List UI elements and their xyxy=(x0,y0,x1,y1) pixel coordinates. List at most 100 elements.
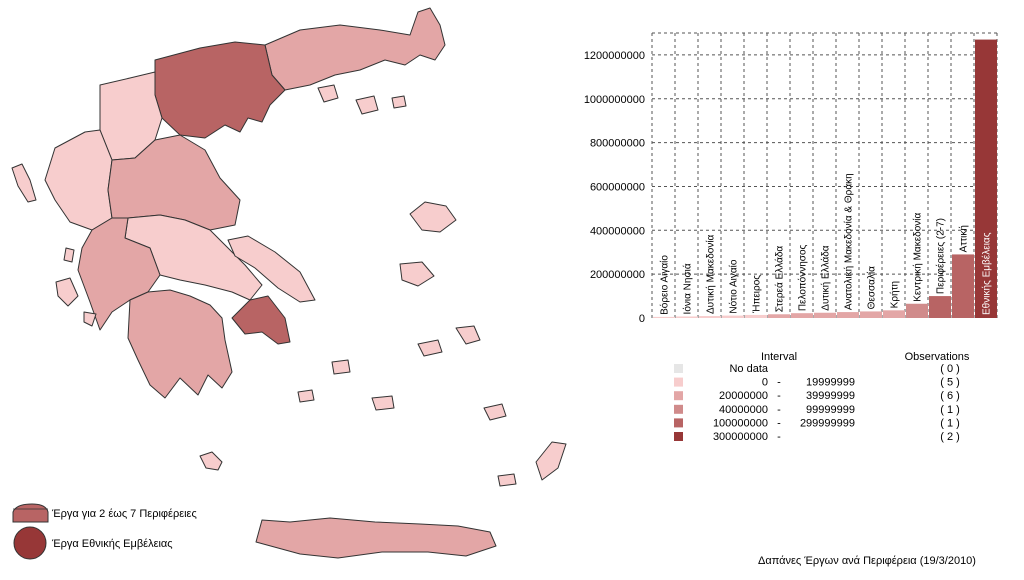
bar xyxy=(653,316,675,318)
legend-observations: ( 5 ) xyxy=(940,377,960,389)
legend-interval-to: 99999999 xyxy=(806,404,855,416)
map-region-notio-aigaio[interactable] xyxy=(331,359,351,375)
map-region-ipeiros[interactable] xyxy=(44,129,113,231)
x-tick-label: Κεντρική Μακεδονία xyxy=(912,213,924,302)
y-tick-label: 800000000 xyxy=(590,138,645,150)
bar xyxy=(837,312,859,318)
map-region-ionia-nisia[interactable] xyxy=(63,247,75,263)
y-tick-labels: 0 200000000 400000000 600000000 800000000 100… xyxy=(584,50,645,325)
legend-interval-sep: - xyxy=(777,417,781,429)
bar xyxy=(929,296,951,318)
y-tick-label: 600000000 xyxy=(590,181,645,193)
legend-interval-from: No data xyxy=(729,363,768,375)
bar xyxy=(814,312,836,318)
x-tick-label: Βόρειο Αιγαίο xyxy=(659,255,671,315)
legend-interval-to: 19999999 xyxy=(806,377,855,389)
y-tick-label: 1000000000 xyxy=(584,94,645,106)
legend-rows: No data( 0 )0-19999999( 5 )20000000-3999… xyxy=(674,363,960,443)
legend-interval-from: 0 xyxy=(762,377,768,389)
legend-interval-sep: - xyxy=(777,377,781,389)
legend-observations: ( 6 ) xyxy=(940,390,960,402)
legend-swatch xyxy=(674,432,683,441)
legend-observations: ( 1 ) xyxy=(940,417,960,429)
legend-header-observations: Observations xyxy=(905,351,970,363)
map-region-ionia-nisia[interactable] xyxy=(55,277,79,307)
map-region-voreio-aigaio[interactable] xyxy=(399,261,435,287)
x-tick-label: Δυτική Μακεδονία xyxy=(705,234,717,314)
map-region-voreio-aigaio[interactable] xyxy=(355,95,379,115)
bar xyxy=(768,314,790,318)
legend-observations: ( 1 ) xyxy=(940,404,960,416)
x-tick-label: Στερεά Ελλάδα xyxy=(774,246,786,313)
x-tick-label: Δυτική Ελλάδα xyxy=(820,245,832,311)
legend-swatch xyxy=(674,364,683,373)
map-region-anatoliki-makedonia-thraki[interactable] xyxy=(264,7,446,91)
bar xyxy=(952,254,974,318)
map-region-notio-aigaio[interactable] xyxy=(371,395,395,411)
legend-interval-from: 100000000 xyxy=(713,417,768,429)
map-region-peloponnisos[interactable] xyxy=(127,289,233,399)
legend-interval-to: 39999999 xyxy=(806,390,855,402)
legend-symbol-national xyxy=(13,526,47,560)
bar xyxy=(791,313,813,318)
bar xyxy=(883,310,905,318)
map-legend: Έργα για 2 έως 7 Περιφέρειες Έργα Εθνική… xyxy=(12,503,197,560)
map-region-voreio-aigaio[interactable] xyxy=(409,201,457,233)
map-region-voreio-aigaio[interactable] xyxy=(317,84,339,103)
bar xyxy=(722,315,744,318)
bar xyxy=(906,303,928,318)
x-tick-label: Ανατολική Μακεδονία & Θράκη xyxy=(843,173,855,310)
bar xyxy=(745,314,767,318)
bar xyxy=(860,311,882,318)
greece-map xyxy=(11,7,567,559)
map-region-kriti[interactable] xyxy=(255,517,497,559)
x-tick-label: Εθνικής Εμβέλειας xyxy=(981,232,993,315)
map-region-kentriki-makedonia[interactable] xyxy=(154,41,286,139)
legend-swatch xyxy=(674,404,683,414)
legend-swatch xyxy=(674,418,683,428)
bars xyxy=(653,39,997,318)
legend-interval-sep: - xyxy=(777,431,781,443)
legend-interval-sep: - xyxy=(777,404,781,416)
map-region-ionia-nisia[interactable] xyxy=(199,451,223,471)
y-tick-label: 200000000 xyxy=(590,269,645,281)
map-region-ionia-nisia[interactable] xyxy=(83,311,97,327)
x-tick-label: Αττική xyxy=(958,225,970,252)
legend-interval-to: 299999999 xyxy=(800,417,855,429)
legend-interval-from: 20000000 xyxy=(719,390,768,402)
x-tick-label: Ιόνια Νησιά xyxy=(682,263,694,314)
map-region-notio-aigaio[interactable] xyxy=(417,339,443,357)
map-region-attiki[interactable] xyxy=(231,295,291,345)
bar xyxy=(676,316,698,318)
legend-symbol-regions-2-7 xyxy=(12,503,49,523)
x-tick-label: Θεσσαλία xyxy=(866,266,878,310)
map-region-voreio-aigaio[interactable] xyxy=(391,95,407,109)
legend-interval-sep: - xyxy=(777,390,781,402)
x-tick-label: Ήπειρος xyxy=(752,275,763,314)
legend-label-regions-2-7: Έργα για 2 έως 7 Περιφέρειες xyxy=(51,508,197,520)
y-tick-label: 400000000 xyxy=(590,225,645,237)
map-region-voreio-aigaio[interactable] xyxy=(455,325,481,345)
map-region-ionia-nisia[interactable] xyxy=(11,163,37,203)
x-tick-label: Νότιο Αιγαίο xyxy=(728,259,740,313)
y-tick-label: 0 xyxy=(639,313,645,325)
x-tick-label: Περιφέρειες (2-7) xyxy=(935,218,947,294)
map-region-notio-aigaio[interactable] xyxy=(483,403,507,421)
x-tick-label: Κρήτη xyxy=(889,281,901,308)
map-region-notio-aigaio[interactable] xyxy=(497,473,517,487)
x-tick-label: Πελοπόννησος xyxy=(797,244,809,311)
map-region-evia[interactable] xyxy=(227,235,316,303)
legend-observations: ( 0 ) xyxy=(940,363,960,375)
legend-swatch xyxy=(674,377,683,387)
legend-header-interval: Interval xyxy=(761,351,797,363)
chart-legend: Interval Observations No data( 0 )0-1999… xyxy=(674,351,970,443)
map-region-notio-aigaio[interactable] xyxy=(535,441,567,481)
x-tick-labels: Βόρειο Αιγαίο Ιόνια Νησιά Δυτική Μακεδονία… xyxy=(659,173,993,315)
map-region-notio-aigaio[interactable] xyxy=(297,389,315,403)
legend-interval-from: 40000000 xyxy=(719,404,768,416)
bar xyxy=(975,39,997,318)
legend-swatch xyxy=(674,391,683,401)
legend-observations: ( 2 ) xyxy=(940,431,960,443)
chart-title: Δαπάνες Έργων ανά Περιφέρεια (19/3/2010) xyxy=(758,555,976,567)
